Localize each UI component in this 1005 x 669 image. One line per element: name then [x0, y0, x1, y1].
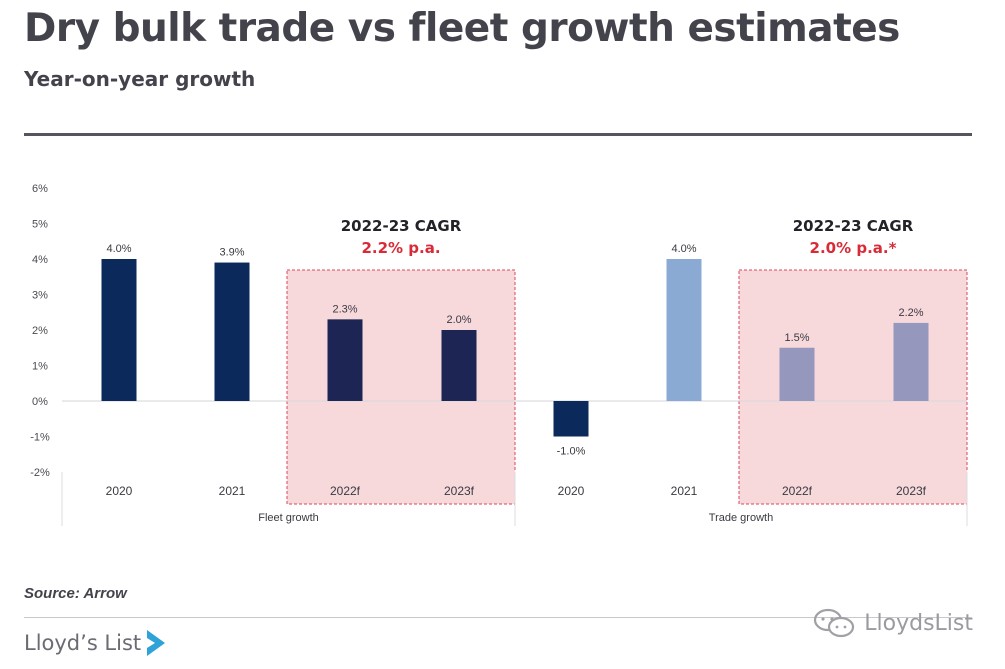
y-tick-label: 6%	[32, 183, 48, 195]
bar-value-label: -1.0%	[557, 446, 586, 458]
cagr-title: 2022-23 CAGR	[341, 217, 462, 235]
bar-value-label: 1.5%	[784, 332, 809, 344]
x-tick-label: 2023f	[896, 484, 927, 498]
bar	[214, 262, 250, 401]
y-tick-label: 1%	[32, 361, 48, 373]
y-tick-label: -1%	[30, 432, 50, 444]
bar	[327, 319, 363, 401]
watermark-text: LloydsList	[864, 610, 973, 636]
forecast-highlight-box	[286, 269, 516, 505]
bar	[441, 330, 477, 401]
chat-bubble-icon	[814, 608, 855, 638]
y-tick-label: 3%	[32, 290, 48, 302]
cagr-title: 2022-23 CAGR	[793, 217, 914, 235]
y-tick-label: 0%	[32, 396, 48, 408]
y-tick-label: 5%	[32, 219, 48, 231]
x-tick-label: 2021	[219, 484, 246, 498]
source-note: Source: Arrow	[24, 585, 127, 602]
bar-value-label: 3.9%	[219, 247, 244, 259]
x-tick-label: 2020	[558, 484, 585, 498]
page-title: Dry bulk trade vs fleet growth estimates	[24, 6, 900, 51]
brand-chevron-icon	[147, 630, 166, 656]
x-tick-label: 2022f	[330, 484, 361, 498]
bar-value-label: 4.0%	[671, 243, 696, 255]
bar-value-label: 2.3%	[332, 303, 357, 315]
watermark: LloydsList	[812, 606, 973, 640]
group-label: Fleet growth	[258, 512, 319, 524]
x-tick-label: 2020	[106, 484, 133, 498]
x-tick-label: 2022f	[782, 484, 813, 498]
brand-logo: Lloyd’s List	[24, 626, 167, 660]
group-label: Trade growth	[709, 512, 773, 524]
bar	[779, 347, 815, 401]
y-tick-label: 2%	[32, 325, 48, 337]
brand-name: Lloyd’s List	[24, 631, 142, 655]
bar-value-label: 2.2%	[898, 307, 923, 319]
footer-divider	[24, 617, 972, 618]
bar	[553, 401, 589, 437]
header-divider	[24, 133, 972, 136]
bar	[893, 322, 929, 401]
page-subtitle: Year-on-year growth	[24, 67, 256, 91]
bar	[666, 259, 702, 401]
cagr-value: 2.0% p.a.*	[810, 239, 897, 257]
y-tick-label: 4%	[32, 254, 48, 266]
bar	[101, 259, 137, 401]
bar-value-label: 4.0%	[106, 243, 131, 255]
x-tick-label: 2023f	[444, 484, 475, 498]
y-tick-label: -2%	[30, 467, 50, 479]
forecast-highlight-box	[738, 269, 968, 505]
bar-value-label: 2.0%	[446, 314, 471, 326]
cagr-value: 2.2% p.a.	[361, 239, 440, 257]
x-tick-label: 2021	[671, 484, 698, 498]
